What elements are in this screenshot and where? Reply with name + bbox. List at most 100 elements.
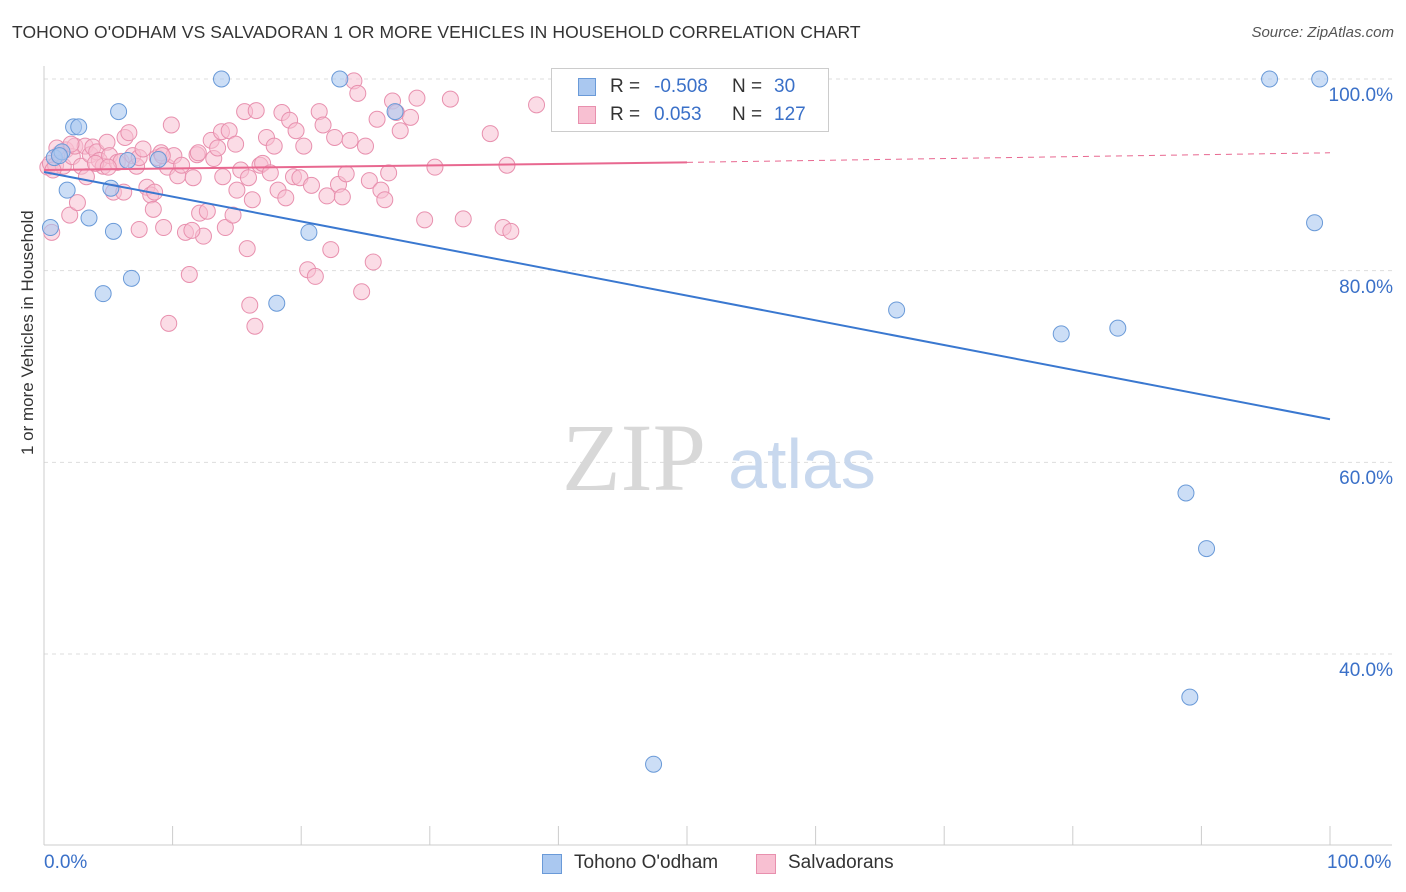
data-point-tohono bbox=[300, 223, 318, 241]
watermark-atlas: atlas bbox=[728, 425, 876, 503]
data-point-salvadorans bbox=[239, 169, 257, 187]
data-point-salvadorans bbox=[481, 125, 499, 143]
data-point-salvadorans bbox=[189, 144, 207, 162]
data-point-salvadorans bbox=[247, 102, 265, 120]
legend-row-salvadorans: R = 0.053 N = 127 bbox=[552, 101, 828, 129]
legend-label-tohono: Tohono O'odham bbox=[574, 852, 719, 873]
legend-swatch-tohono bbox=[542, 854, 562, 874]
data-point-tohono bbox=[122, 269, 140, 287]
legend-r-value: -0.508 bbox=[654, 76, 708, 97]
data-point-salvadorans bbox=[265, 137, 283, 155]
legend-n-value: 127 bbox=[774, 104, 806, 125]
data-point-salvadorans bbox=[302, 176, 320, 194]
data-point-salvadorans bbox=[61, 206, 79, 224]
trend-lines bbox=[43, 152, 1331, 421]
data-point-salvadorans bbox=[426, 158, 444, 176]
data-point-salvadorans bbox=[322, 241, 340, 259]
data-point-tohono bbox=[1177, 484, 1195, 502]
data-point-salvadorans bbox=[155, 219, 173, 237]
legend-swatch-salvadorans bbox=[756, 854, 776, 874]
data-point-salvadorans bbox=[402, 108, 420, 126]
y-tick-label: 40.0% bbox=[1339, 660, 1393, 681]
legend-r-value: 0.053 bbox=[654, 104, 702, 125]
chart-title: TOHONO O'ODHAM VS SALVADORAN 1 OR MORE V… bbox=[12, 22, 861, 42]
y-axis-label: 1 or more Vehicles in Household bbox=[18, 210, 37, 455]
data-point-salvadorans bbox=[241, 296, 259, 314]
y-tick-label: 60.0% bbox=[1339, 468, 1393, 490]
data-point-salvadorans bbox=[68, 194, 86, 212]
data-point-salvadorans bbox=[134, 140, 152, 158]
data-point-salvadorans bbox=[130, 220, 148, 238]
data-point-salvadorans bbox=[353, 283, 371, 301]
series-tohono-oodham bbox=[41, 70, 1329, 773]
data-point-salvadorans bbox=[173, 156, 191, 174]
data-point-salvadorans bbox=[306, 267, 324, 285]
data-point-salvadorans bbox=[408, 89, 426, 107]
data-point-tohono bbox=[1311, 70, 1329, 88]
data-point-tohono bbox=[102, 179, 120, 197]
data-point-salvadorans bbox=[77, 168, 95, 186]
data-point-salvadorans bbox=[224, 206, 242, 224]
data-point-tohono bbox=[119, 151, 137, 169]
data-point-salvadorans bbox=[180, 266, 198, 283]
data-point-salvadorans bbox=[287, 122, 305, 140]
data-point-salvadorans bbox=[238, 240, 256, 258]
data-point-salvadorans bbox=[198, 202, 216, 220]
legend-n-label: N = bbox=[732, 76, 763, 97]
legend-swatch-salvadorans bbox=[578, 106, 596, 124]
data-point-salvadorans bbox=[216, 219, 234, 237]
data-point-salvadorans bbox=[333, 188, 351, 206]
data-point-tohono bbox=[331, 70, 349, 88]
data-point-salvadorans bbox=[349, 84, 367, 102]
data-point-tohono bbox=[1109, 319, 1127, 337]
data-point-tohono bbox=[888, 301, 906, 319]
data-point-salvadorans bbox=[314, 116, 332, 134]
x-tick-label-min: 0.0% bbox=[44, 852, 88, 873]
data-point-salvadorans bbox=[183, 221, 201, 239]
x-tick-label-max: 100.0% bbox=[1327, 852, 1392, 873]
legend-r-label: R = bbox=[610, 104, 641, 125]
watermark-zip: ZIP bbox=[562, 404, 706, 511]
data-point-salvadorans bbox=[214, 168, 232, 186]
data-point-salvadorans bbox=[277, 189, 295, 207]
data-point-salvadorans bbox=[227, 135, 245, 153]
data-point-salvadorans bbox=[144, 200, 162, 218]
data-point-salvadorans bbox=[380, 164, 398, 182]
data-point-salvadorans bbox=[337, 165, 355, 183]
data-point-salvadorans bbox=[357, 137, 374, 155]
legend-label-salvadorans: Salvadorans bbox=[788, 852, 894, 873]
data-point-salvadorans bbox=[209, 139, 227, 157]
data-point-tohono bbox=[1261, 70, 1279, 88]
data-point-tohono bbox=[268, 294, 286, 312]
trend-line-salvadorans bbox=[43, 161, 688, 172]
data-point-salvadorans bbox=[528, 96, 546, 114]
data-point-salvadorans bbox=[391, 122, 409, 140]
source-label: Source: ZipAtlas.com bbox=[1251, 24, 1394, 41]
data-point-tohono bbox=[1306, 214, 1324, 232]
data-point-tohono bbox=[1181, 688, 1199, 706]
y-tick-label: 100.0% bbox=[1328, 85, 1393, 106]
data-point-salvadorans bbox=[364, 253, 382, 271]
data-point-salvadorans bbox=[502, 222, 520, 240]
data-point-salvadorans bbox=[120, 124, 138, 142]
axes bbox=[43, 66, 1392, 846]
data-point-salvadorans bbox=[295, 137, 313, 155]
data-point-tohono bbox=[645, 755, 663, 773]
data-point-salvadorans bbox=[454, 210, 472, 228]
data-point-tohono bbox=[110, 103, 128, 121]
data-point-salvadorans bbox=[243, 191, 261, 209]
data-point-tohono bbox=[1052, 325, 1070, 343]
data-point-salvadorans bbox=[416, 211, 434, 229]
watermark: ZIP atlas bbox=[562, 404, 876, 511]
data-point-tohono bbox=[80, 209, 98, 227]
data-point-salvadorans bbox=[184, 169, 202, 187]
legend-n-label: N = bbox=[732, 104, 763, 125]
data-point-tohono bbox=[50, 147, 68, 165]
data-point-salvadorans bbox=[341, 131, 359, 149]
data-point-salvadorans bbox=[441, 90, 459, 108]
data-point-tohono bbox=[1198, 540, 1216, 558]
data-point-tohono bbox=[386, 103, 404, 121]
data-point-salvadorans bbox=[162, 116, 180, 134]
data-point-salvadorans bbox=[326, 128, 344, 146]
